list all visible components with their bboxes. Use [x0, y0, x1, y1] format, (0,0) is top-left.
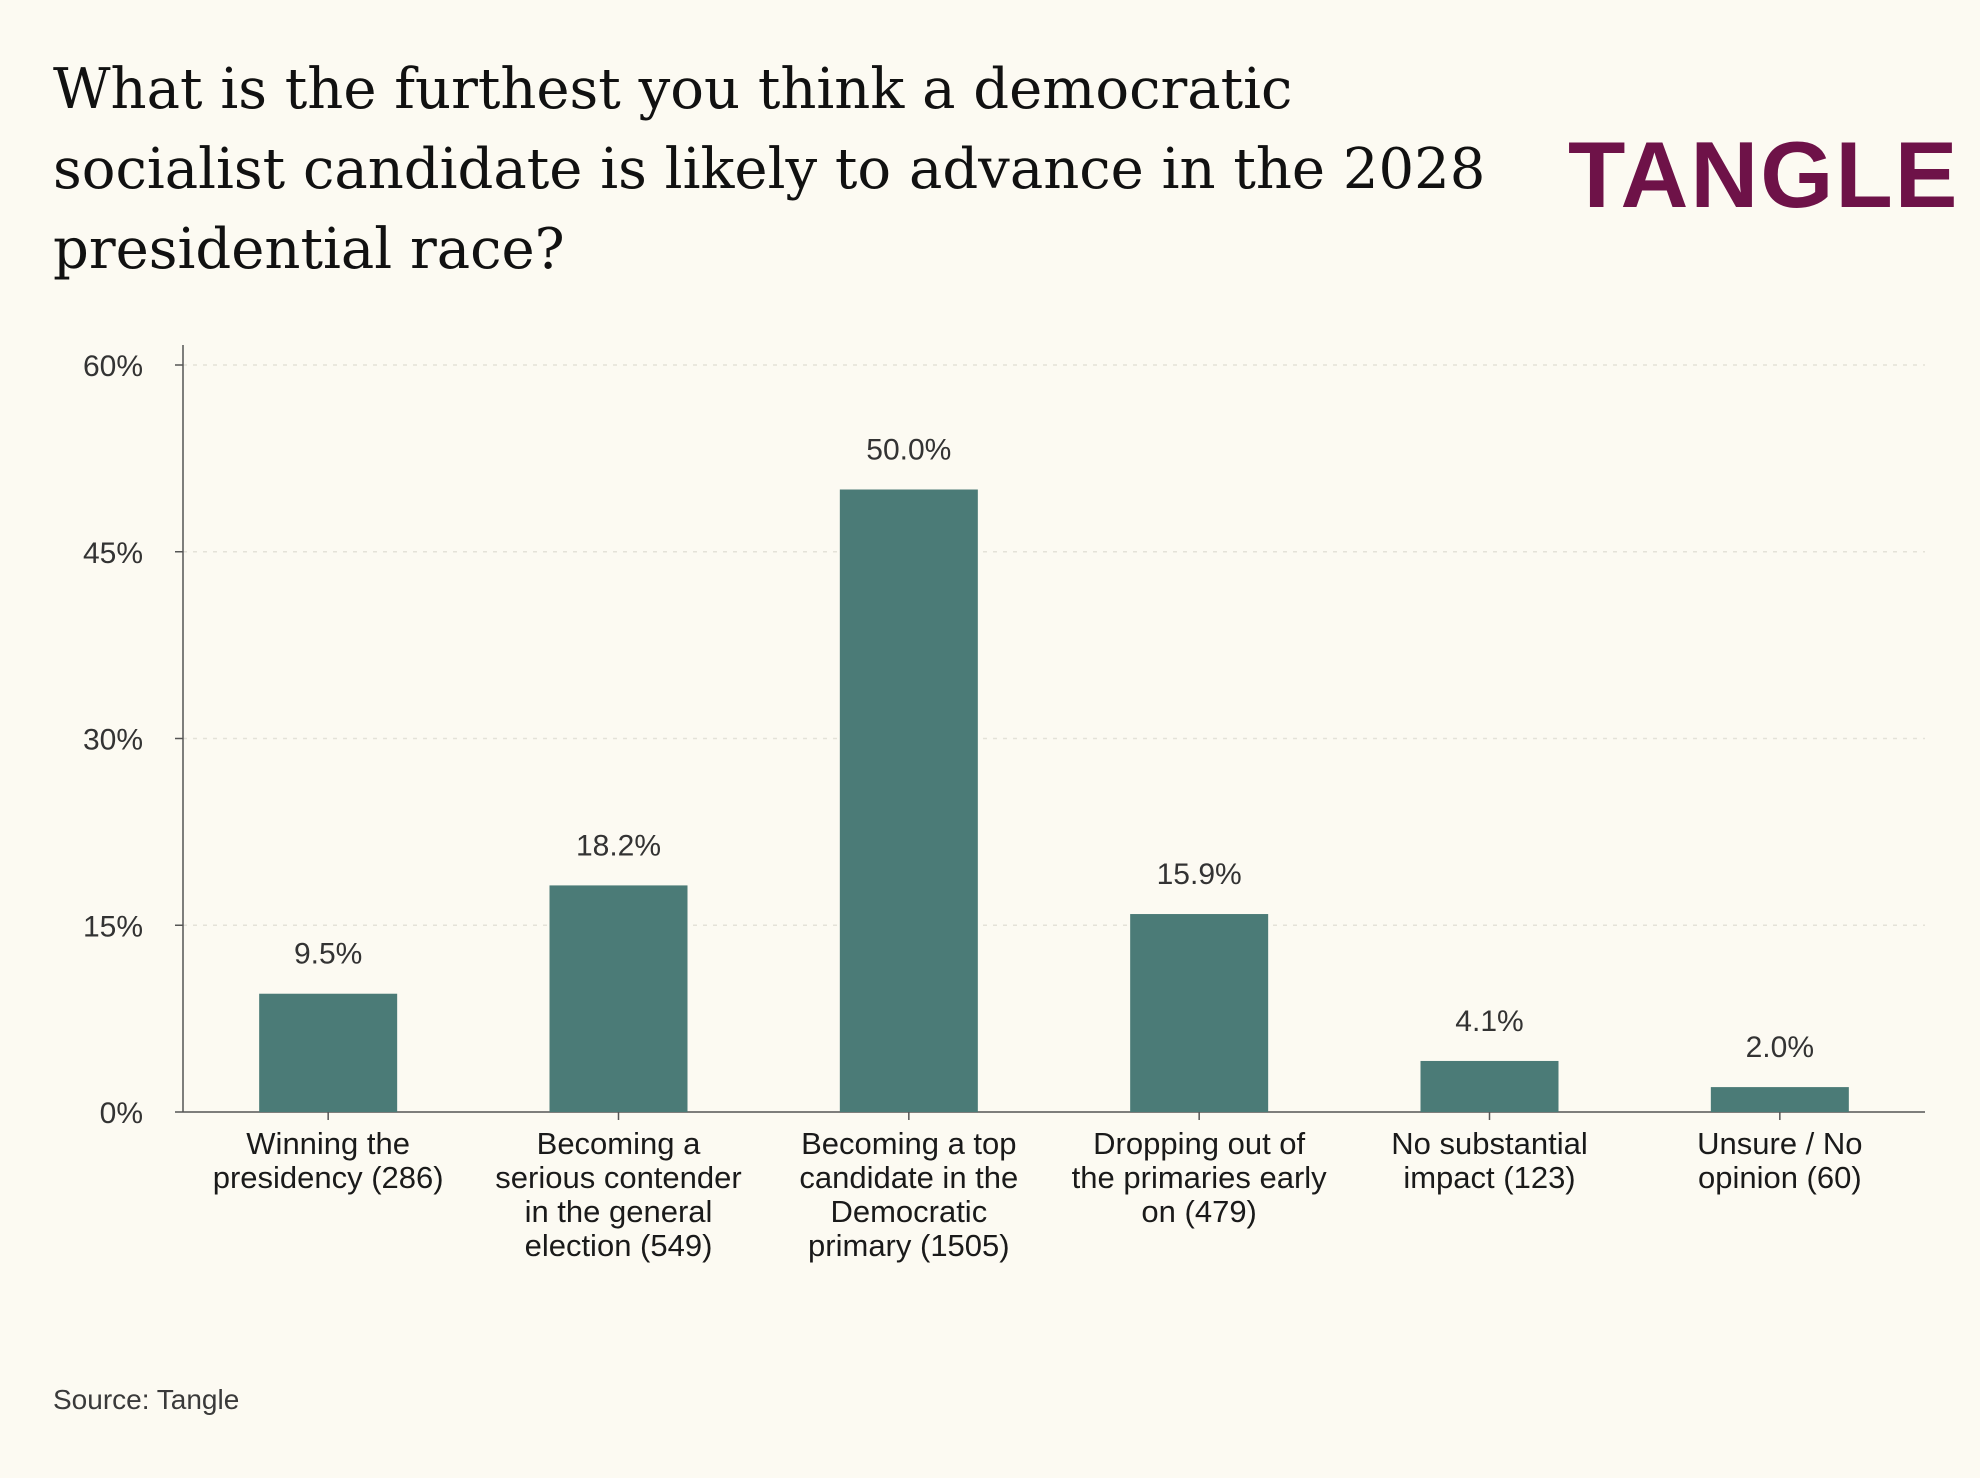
x-tick-labels: Winning the presidency (286) Becoming a ser…	[213, 1126, 1863, 1263]
x-tick-label: Becoming a top candidate in the Democratic…	[799, 1126, 1018, 1263]
axes	[175, 345, 1925, 1120]
value-label: 9.5%	[294, 938, 362, 971]
value-label: 4.1%	[1455, 1005, 1523, 1038]
bars	[259, 489, 1849, 1112]
bar	[1420, 1060, 1559, 1112]
y-tick-label: 0%	[100, 1097, 143, 1130]
y-tick-label: 60%	[83, 350, 143, 383]
bar	[1130, 914, 1269, 1112]
x-tick-label: No substantial impact (123)	[1391, 1126, 1587, 1195]
y-tick-label: 15%	[83, 910, 143, 943]
bar	[549, 885, 688, 1112]
x-tick-label: Unsure / No opinion (60)	[1697, 1126, 1862, 1195]
bar	[1710, 1087, 1849, 1112]
x-tick-label: Winning the presidency (286)	[213, 1126, 444, 1195]
x-tick-label: Becoming a serious contender in the genera…	[495, 1126, 741, 1263]
value-label: 15.9%	[1157, 858, 1242, 891]
value-labels: 9.5% 18.2% 50.0% 15.9% 4.1% 2.0%	[294, 434, 1814, 1065]
source-note: Source: Tangle	[53, 1384, 240, 1415]
bar	[259, 993, 398, 1112]
bar-chart: 0% 15% 30% 45% 60% 9.5% 18.2% 50.0% 15.9% 4.1% 2.…	[83, 345, 1925, 1263]
gridlines	[183, 364, 1925, 926]
y-tick-labels: 0% 15% 30% 45% 60%	[83, 350, 143, 1130]
y-tick-label: 45%	[83, 537, 143, 570]
value-label: 2.0%	[1746, 1031, 1814, 1064]
value-label: 18.2%	[576, 829, 661, 862]
logo-text: TANGLE	[1568, 122, 1960, 227]
y-tick-label: 30%	[83, 724, 143, 757]
chart-title: What is the furthest you think a democra…	[53, 57, 1486, 282]
value-label: 50.0%	[866, 434, 951, 467]
tangle-logo: TANGLE	[1568, 120, 1957, 230]
x-tick-label: Dropping out of the primaries early on (47…	[1072, 1126, 1327, 1229]
bar	[839, 489, 978, 1112]
